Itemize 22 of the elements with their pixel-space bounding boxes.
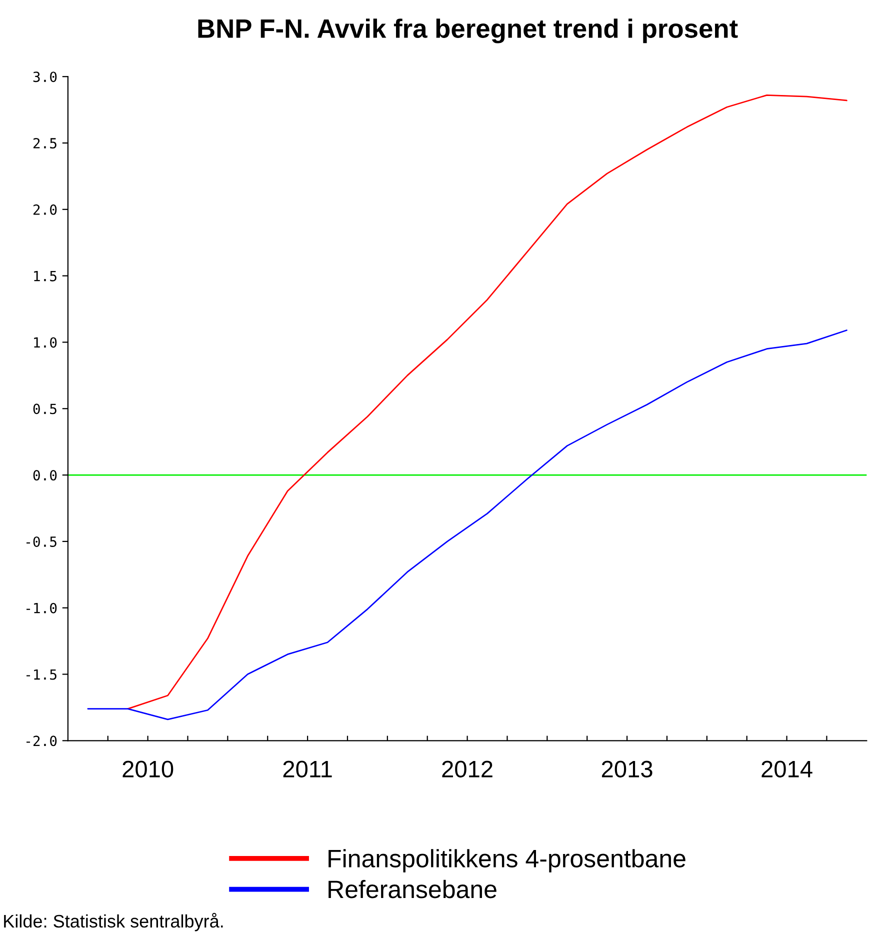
y-tick-label: -0.5 xyxy=(26,536,56,547)
y-tick-label: 3.0 xyxy=(33,72,57,82)
legend-label: Referansebane xyxy=(328,880,496,898)
y-tick-label: 0.0 xyxy=(33,470,57,481)
y-tick-label: -1.0 xyxy=(26,602,57,614)
y-tick-label: 2.5 xyxy=(33,138,56,149)
x-tick-label: 2014 xyxy=(762,760,812,778)
y-tick-label: 0.5 xyxy=(33,404,56,414)
x-tick-label: 2013 xyxy=(602,760,652,778)
y-tick-label: 1.5 xyxy=(34,271,56,282)
y-tick-label: -1.5 xyxy=(26,669,56,680)
y-tick-label: 2.0 xyxy=(33,204,57,215)
y-tick-label: 1.0 xyxy=(34,337,57,348)
chart-title: BNP F-N. Avvik fra beregnet trend i prosent xyxy=(198,18,738,44)
text: Kilde: Statistisk sentralbyrå. xyxy=(4,912,223,932)
line-series xyxy=(87,330,848,720)
line-series xyxy=(127,94,848,710)
x-tick-label: 2010 xyxy=(122,760,174,778)
y-tick-label: -2.0 xyxy=(26,736,57,746)
x-tick-label: 2012 xyxy=(442,760,492,778)
legend-label: Finanspolitikkens 4-prosentbane xyxy=(328,849,686,872)
x-tick-label: 2011 xyxy=(283,760,332,778)
